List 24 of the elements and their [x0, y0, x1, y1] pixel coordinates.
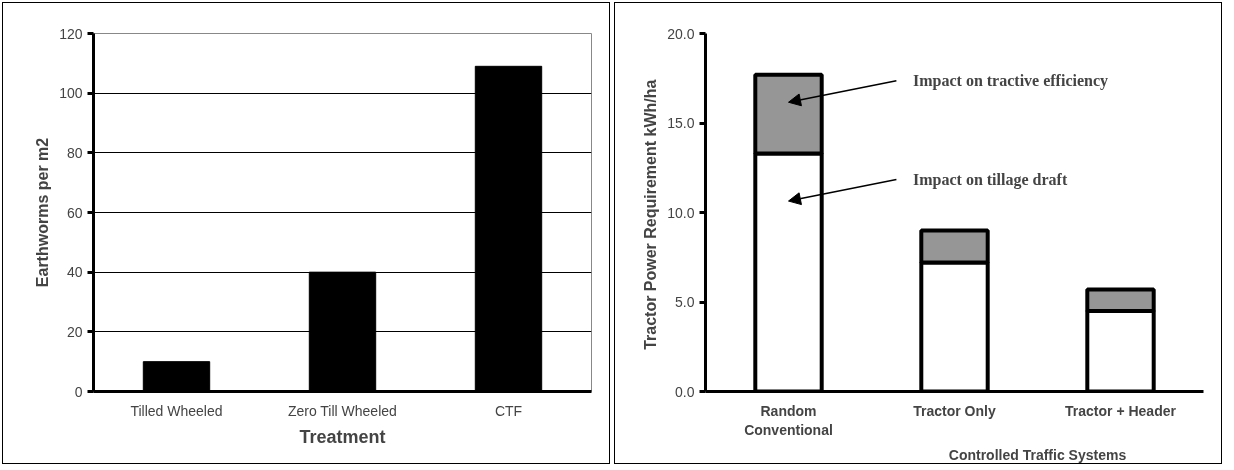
y-tick-label: 0 [74, 383, 83, 400]
y-tick-label: 20.0 [667, 25, 695, 42]
y-tick-label: 5.0 [675, 294, 695, 310]
x-tick-label: Tractor Only [913, 402, 996, 419]
x-tick-label: Tractor + Header [1065, 402, 1177, 419]
y-tick-label: 40 [66, 264, 83, 281]
y-tick-label: 80 [66, 144, 83, 161]
x-tick-label: Zero Till Wheeled [287, 402, 397, 419]
y-tick-label: 60 [66, 204, 83, 221]
x-tick-label: CTF [494, 402, 523, 419]
y-tick-label: 15.0 [667, 115, 695, 131]
x-tick-label: Tilled Wheeled [130, 402, 223, 419]
y-tick-label: 20 [66, 323, 83, 340]
y-tick-label: 100 [59, 85, 83, 102]
y-tick-label: 10.0 [667, 204, 695, 221]
y-tick-label: 0.0 [675, 383, 695, 400]
x-tick-label: Random Conventional [744, 402, 833, 438]
annotation: Impact on tillage draft [913, 171, 1068, 190]
x-axis-title: Controlled Traffic Systems [948, 446, 1127, 463]
annotation: Impact on tractive efficiency [913, 72, 1109, 91]
y-axis-title: Earthworms per m2 [34, 137, 52, 288]
x-axis-title: Treatment [299, 426, 386, 447]
y-tick-label: 120 [59, 25, 83, 42]
y-axis-title: Tractor Power Requirement kWh/ha [642, 79, 660, 350]
